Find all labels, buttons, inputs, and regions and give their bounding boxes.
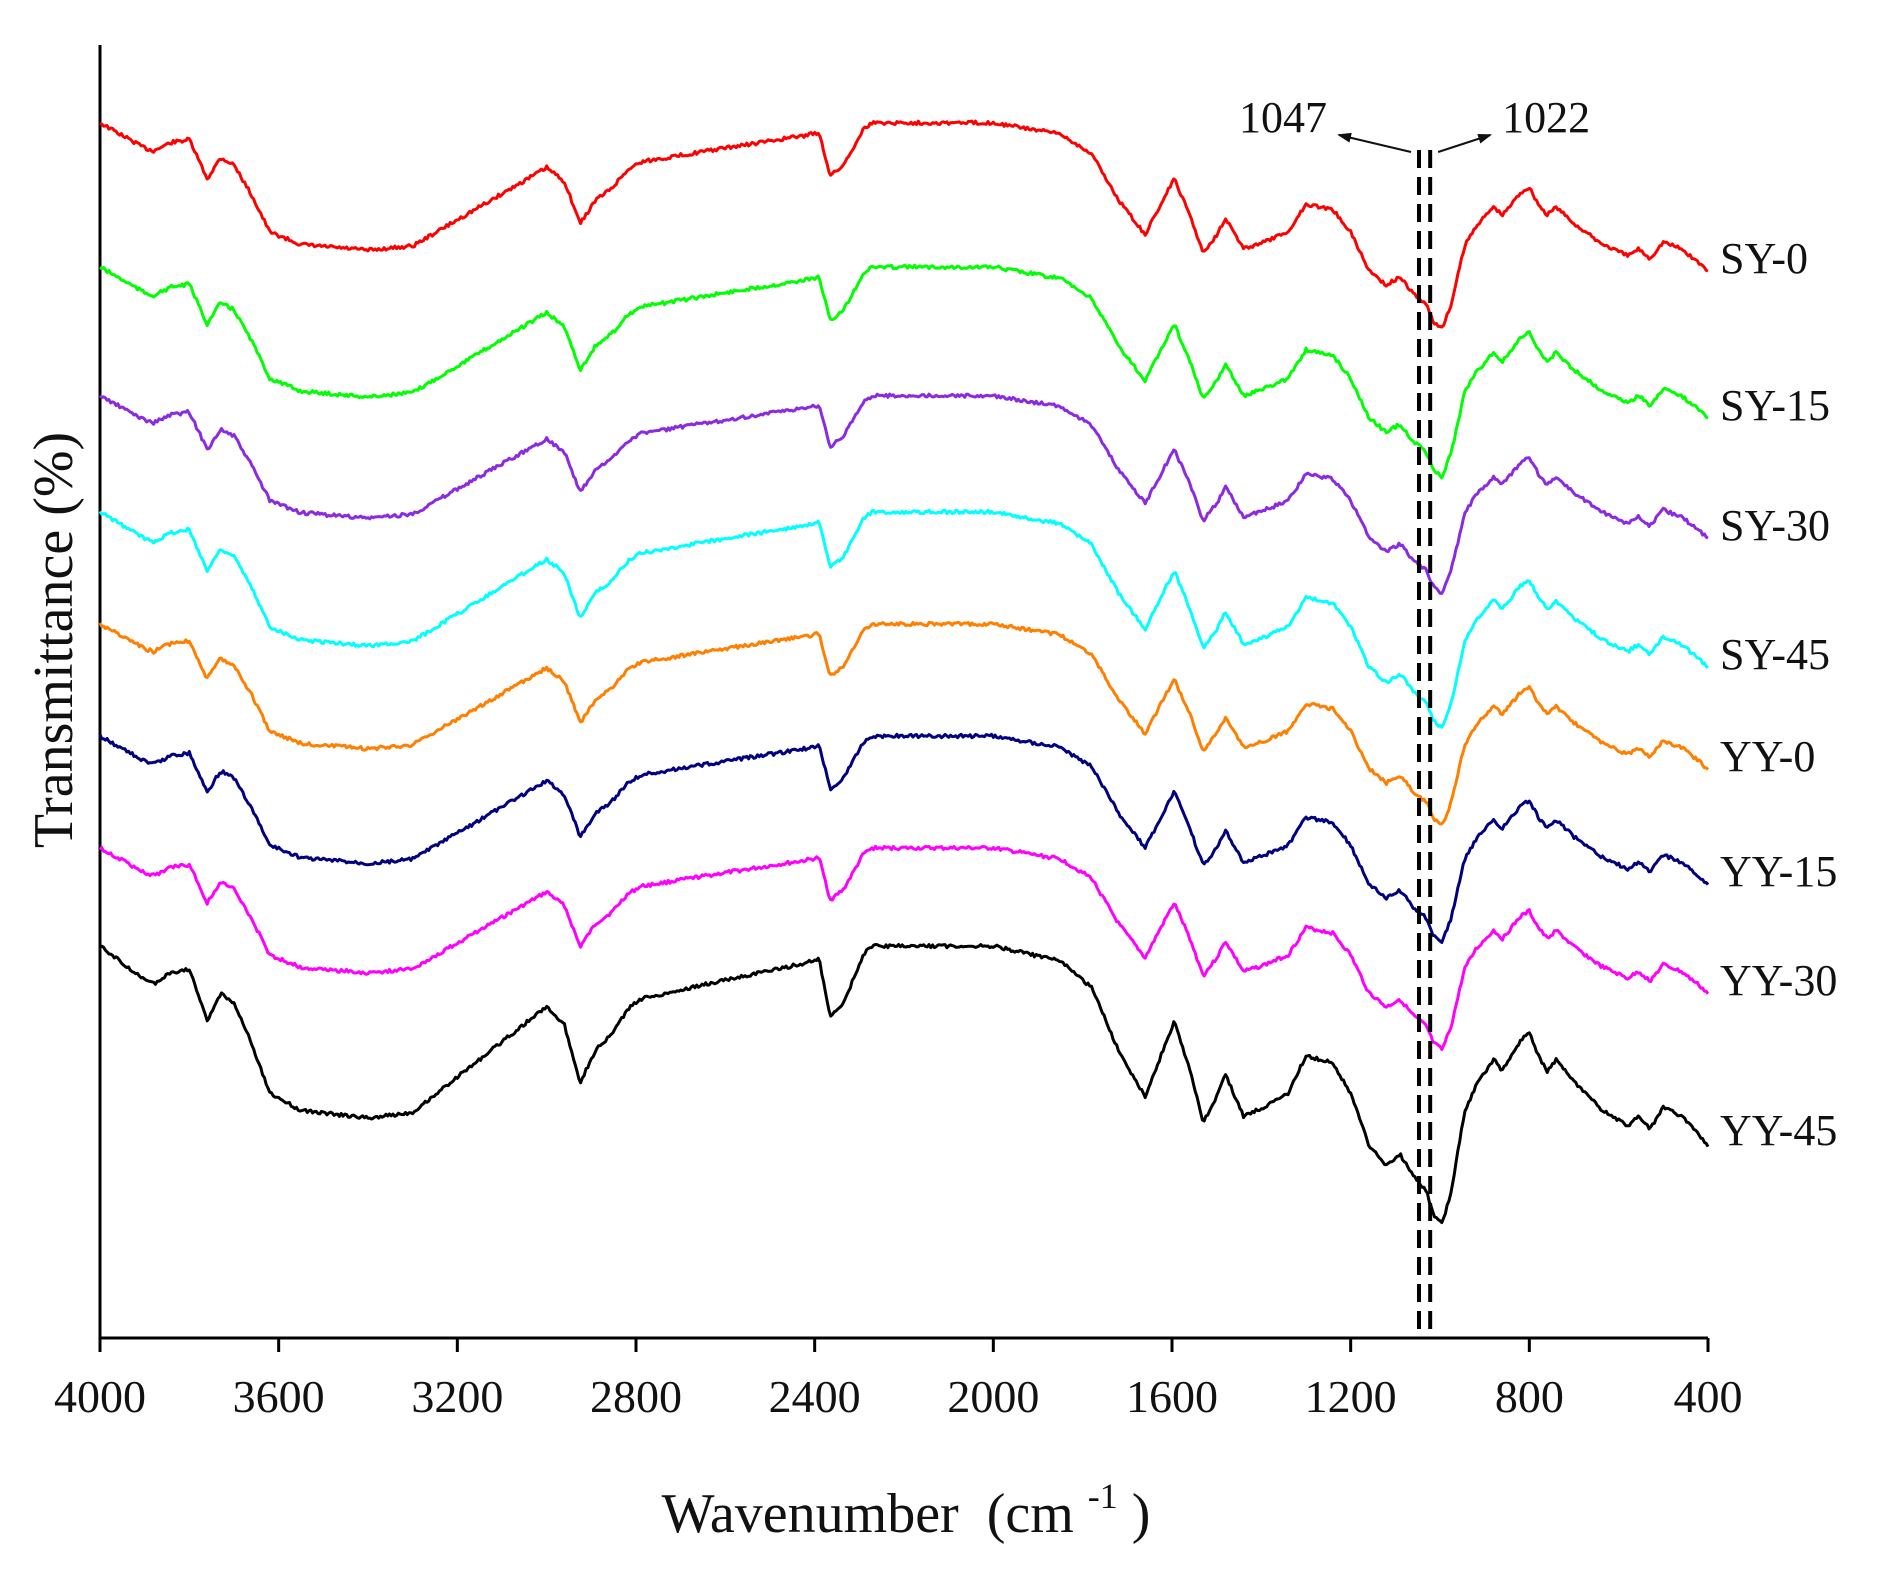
annotation-arrow-1047 <box>1337 132 1412 153</box>
series-label-yy-15: YY-15 <box>1720 847 1837 896</box>
y-axis-title: Transmittance (%) <box>23 432 85 848</box>
series-line-sy-45 <box>98 508 1709 729</box>
x-tick-label-4000: 4000 <box>54 1371 146 1422</box>
series-label-yy-30: YY-30 <box>1720 956 1837 1005</box>
x-tick-label-2400: 2400 <box>769 1371 861 1422</box>
axes <box>98 45 1708 1340</box>
series-label-sy-45: SY-45 <box>1720 630 1830 679</box>
x-tick-label-3600: 3600 <box>233 1371 325 1422</box>
x-axis-title: Wavenumber (cm -1 ) <box>662 1459 1151 1545</box>
series-label-yy-0: YY-0 <box>1720 732 1815 781</box>
x-tick-label-400: 400 <box>1674 1371 1743 1422</box>
series-label-yy-45: YY-45 <box>1720 1106 1837 1155</box>
spectra <box>98 119 1710 1225</box>
series-line-yy-30 <box>98 844 1710 1051</box>
series-line-sy-30 <box>98 392 1709 595</box>
series-line-sy-0 <box>99 119 1709 329</box>
series-label-sy-0: SY-0 <box>1720 234 1808 283</box>
x-axis-title-close: ) <box>1132 1483 1151 1545</box>
x-tick-label-1200: 1200 <box>1305 1371 1397 1422</box>
x-tick-label-800: 800 <box>1495 1371 1564 1422</box>
series-label-sy-15: SY-15 <box>1720 381 1830 430</box>
x-axis-title-unit: (cm <box>987 1483 1074 1545</box>
annotation-arrow-1022 <box>1437 133 1493 153</box>
series-line-yy-15 <box>98 732 1710 944</box>
series-labels: SY-0 SY-15 SY-30 SY-45 YY-0 YY-15 YY-30 YY-45 <box>1720 234 1837 1155</box>
annotation-label-1047: 1047 <box>1239 93 1327 142</box>
annotations: 1047 1022 <box>1239 93 1590 1335</box>
x-tick-label-1600: 1600 <box>1126 1371 1218 1422</box>
series-line-sy-15 <box>99 263 1709 480</box>
annotation-label-1022: 1022 <box>1502 93 1590 142</box>
x-axis-title-exp: -1 <box>1088 1476 1118 1516</box>
x-tick-label-2000: 2000 <box>947 1371 1039 1422</box>
x-tick-label-3200: 3200 <box>411 1371 503 1422</box>
x-axis-title-main: Wavenumber <box>662 1483 959 1545</box>
x-tick-label-2800: 2800 <box>590 1371 682 1422</box>
series-label-sy-30: SY-30 <box>1720 501 1830 550</box>
series-line-yy-45 <box>99 943 1710 1225</box>
series-line-yy-0 <box>98 620 1710 826</box>
x-ticks: 4000 3600 3200 2800 2400 2000 1600 1200 800 400 <box>54 1338 1743 1422</box>
